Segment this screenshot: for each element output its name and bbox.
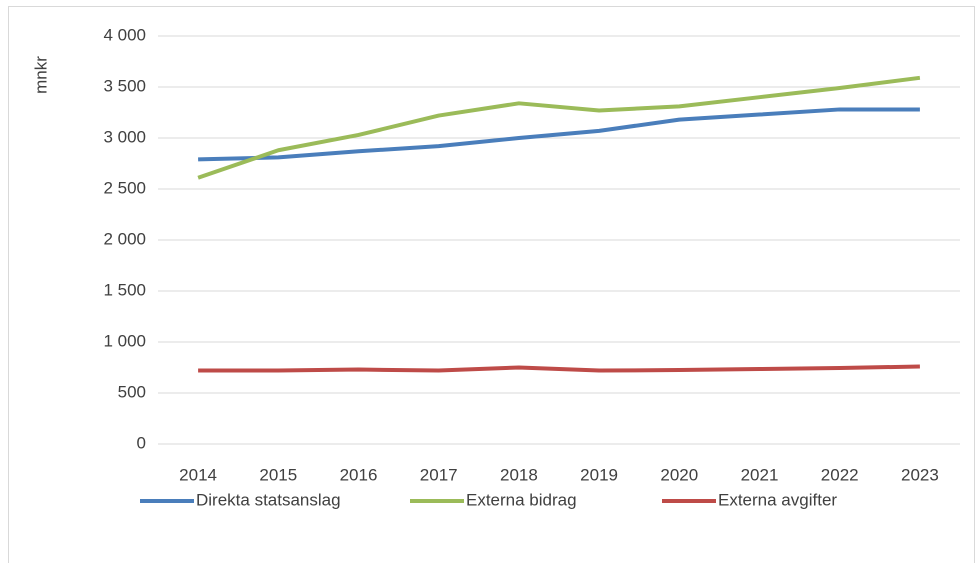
x-tick-label: 2020 xyxy=(660,465,698,484)
x-tick-label: 2023 xyxy=(901,465,939,484)
series-line xyxy=(197,75,921,180)
x-tick-label: 2014 xyxy=(179,465,217,484)
y-tick-label: 3 500 xyxy=(103,76,146,95)
x-tick-label: 2016 xyxy=(340,465,378,484)
y-tick-label: 0 xyxy=(137,433,146,452)
x-tick-label: 2018 xyxy=(500,465,538,484)
chart-frame xyxy=(8,6,975,563)
y-axis-label: mnkr xyxy=(31,56,50,94)
x-tick-label: 2022 xyxy=(821,465,859,484)
series-line xyxy=(198,364,920,373)
legend-label: Direkta statsanslag xyxy=(196,490,341,509)
y-tick-label: 4 000 xyxy=(103,25,146,44)
x-tick-label: 2017 xyxy=(420,465,458,484)
y-tick-label: 1 500 xyxy=(103,280,146,299)
legend-label: Externa bidrag xyxy=(466,490,577,509)
legend-label: Externa avgifter xyxy=(718,490,837,509)
y-tick-label: 500 xyxy=(118,382,146,401)
x-tick-label: 2021 xyxy=(741,465,779,484)
series-line xyxy=(198,107,920,162)
y-tick-label: 2 500 xyxy=(103,178,146,197)
x-tick-label: 2019 xyxy=(580,465,618,484)
x-tick-label: 2015 xyxy=(259,465,297,484)
y-tick-label: 1 000 xyxy=(103,331,146,350)
y-tick-label: 3 000 xyxy=(103,127,146,146)
y-tick-label: 2 000 xyxy=(103,229,146,248)
